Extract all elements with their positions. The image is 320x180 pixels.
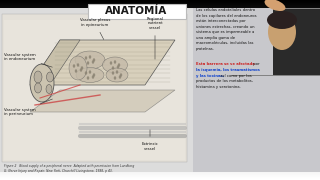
Ellipse shape <box>75 51 105 69</box>
Text: ANATOMÍA: ANATOMÍA <box>105 6 167 16</box>
Ellipse shape <box>118 63 120 67</box>
Bar <box>0 8 193 172</box>
Bar <box>193 8 320 172</box>
Bar <box>231 8 320 75</box>
Text: Vascular plexus
in epineurium: Vascular plexus in epineurium <box>80 18 110 40</box>
Text: y las toxinas,: y las toxinas, <box>196 73 224 78</box>
Ellipse shape <box>30 64 54 102</box>
Ellipse shape <box>93 58 95 62</box>
Text: Figure 2   Blood supply of a peripheral nerve  Adapted with permission from Lund: Figure 2 Blood supply of a peripheral ne… <box>4 164 134 173</box>
Text: Extrinsic
vessel: Extrinsic vessel <box>142 130 158 151</box>
Text: histamina y serotonina.: histamina y serotonina. <box>196 84 241 89</box>
Ellipse shape <box>267 11 297 29</box>
Ellipse shape <box>35 83 42 93</box>
Text: así como por los: así como por los <box>219 73 252 78</box>
Ellipse shape <box>89 55 91 59</box>
Ellipse shape <box>93 73 95 77</box>
Ellipse shape <box>114 60 116 64</box>
Ellipse shape <box>112 66 114 70</box>
Ellipse shape <box>110 61 112 65</box>
Text: la isquemia, los traumatismos: la isquemia, los traumatismos <box>196 68 260 72</box>
Ellipse shape <box>92 60 94 64</box>
Ellipse shape <box>112 71 114 75</box>
Ellipse shape <box>69 56 87 80</box>
Text: Las células endoteliales dentro
de los capilares del endoneuros
están interconec: Las células endoteliales dentro de los c… <box>196 8 257 51</box>
Ellipse shape <box>85 71 87 75</box>
Ellipse shape <box>116 70 118 74</box>
Ellipse shape <box>75 69 77 73</box>
Ellipse shape <box>265 0 285 11</box>
Ellipse shape <box>102 57 127 73</box>
Bar <box>2 14 187 162</box>
Text: Regional
nutrient
vessel: Regional nutrient vessel <box>147 17 164 59</box>
Text: Vascular system
in perineurium: Vascular system in perineurium <box>4 99 52 116</box>
FancyBboxPatch shape <box>87 3 186 19</box>
Bar <box>231 8 273 75</box>
Ellipse shape <box>81 66 83 70</box>
Text: por: por <box>252 62 260 66</box>
Ellipse shape <box>87 61 89 65</box>
Ellipse shape <box>85 56 87 60</box>
Ellipse shape <box>120 73 122 77</box>
Ellipse shape <box>46 84 52 93</box>
Text: Vascular system
in endoneurium: Vascular system in endoneurium <box>4 53 52 67</box>
Ellipse shape <box>73 64 75 68</box>
Ellipse shape <box>34 71 42 83</box>
Ellipse shape <box>106 68 128 82</box>
Ellipse shape <box>92 75 94 79</box>
Ellipse shape <box>119 75 121 79</box>
Ellipse shape <box>117 65 119 69</box>
Ellipse shape <box>46 72 53 82</box>
Text: Esta barrera se ve afectada: Esta barrera se ve afectada <box>196 62 255 66</box>
Bar <box>4 20 185 160</box>
PathPatch shape <box>30 40 175 85</box>
Text: productos de los metabolitos,: productos de los metabolitos, <box>196 79 253 83</box>
Ellipse shape <box>80 68 82 72</box>
PathPatch shape <box>30 90 175 112</box>
Ellipse shape <box>89 70 91 74</box>
PathPatch shape <box>30 40 80 85</box>
Ellipse shape <box>114 76 116 80</box>
Ellipse shape <box>268 14 296 50</box>
Ellipse shape <box>77 63 79 67</box>
Ellipse shape <box>76 68 104 82</box>
Ellipse shape <box>87 76 89 80</box>
